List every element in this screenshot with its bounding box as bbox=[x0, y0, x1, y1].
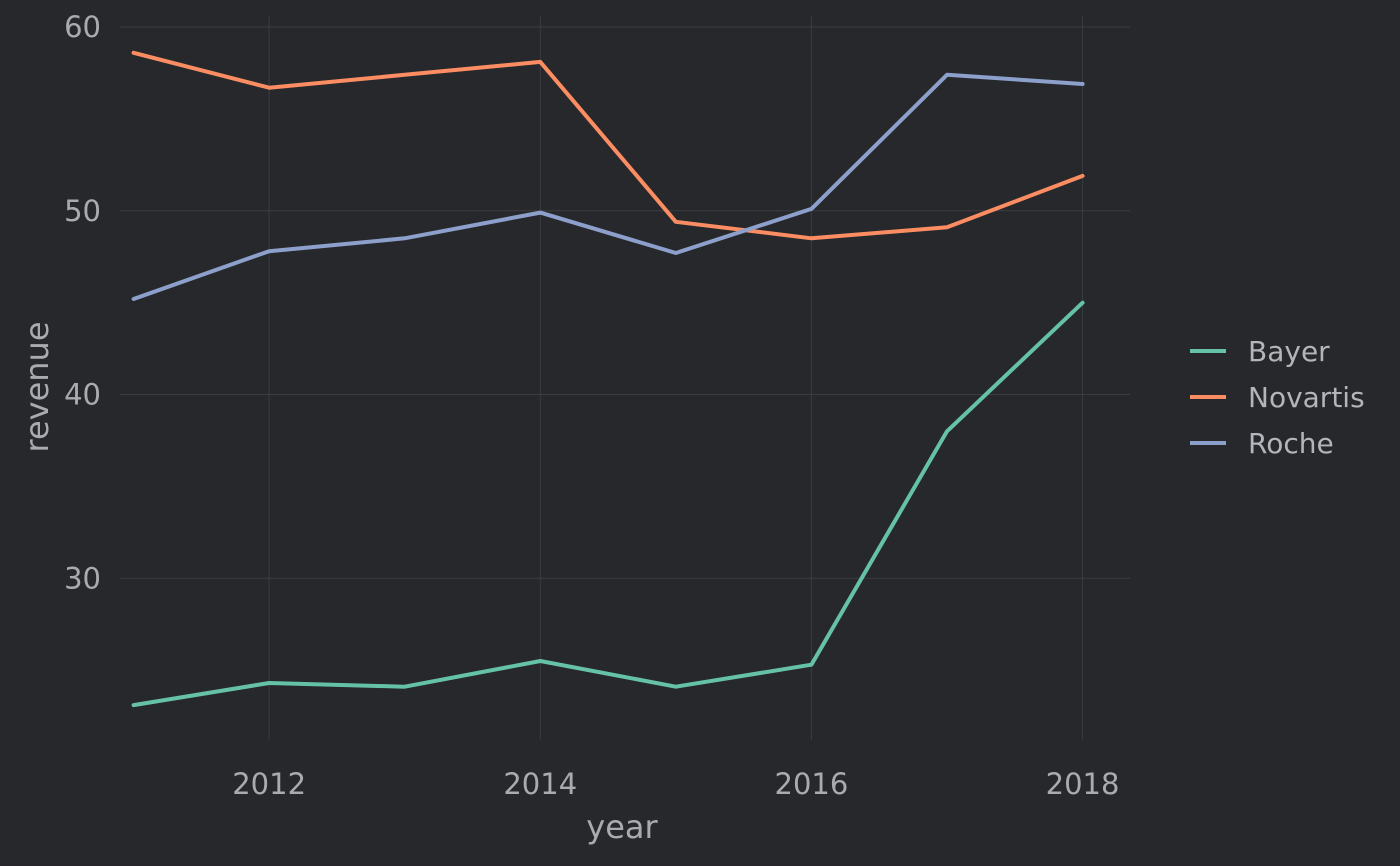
legend-label-novartis: Novartis bbox=[1248, 381, 1365, 414]
series-line-bayer bbox=[131, 300, 1085, 708]
y-tick-label: 40 bbox=[64, 378, 101, 412]
legend: Bayer Novartis Roche bbox=[1190, 335, 1365, 460]
series-line-novartis bbox=[131, 50, 1085, 241]
x-axis-title: year bbox=[586, 808, 658, 846]
y-tick-label: 50 bbox=[64, 194, 101, 228]
y-axis-ticks: 30 40 50 60 bbox=[64, 10, 101, 595]
series-lines bbox=[131, 50, 1085, 708]
y-tick-label: 60 bbox=[64, 10, 101, 44]
x-axis-ticks: 2012 2014 2016 2018 bbox=[232, 767, 1119, 801]
x-tick-label: 2014 bbox=[503, 767, 577, 801]
x-tick-label: 2016 bbox=[775, 767, 849, 801]
legend-label-bayer: Bayer bbox=[1248, 335, 1330, 368]
x-tick-label: 2012 bbox=[232, 767, 306, 801]
series-line-roche bbox=[131, 72, 1085, 301]
x-tick-label: 2018 bbox=[1046, 767, 1120, 801]
legend-label-roche: Roche bbox=[1248, 427, 1334, 460]
grid bbox=[120, 16, 1130, 740]
y-tick-label: 30 bbox=[64, 561, 101, 595]
y-axis-title: revenue bbox=[18, 321, 56, 452]
